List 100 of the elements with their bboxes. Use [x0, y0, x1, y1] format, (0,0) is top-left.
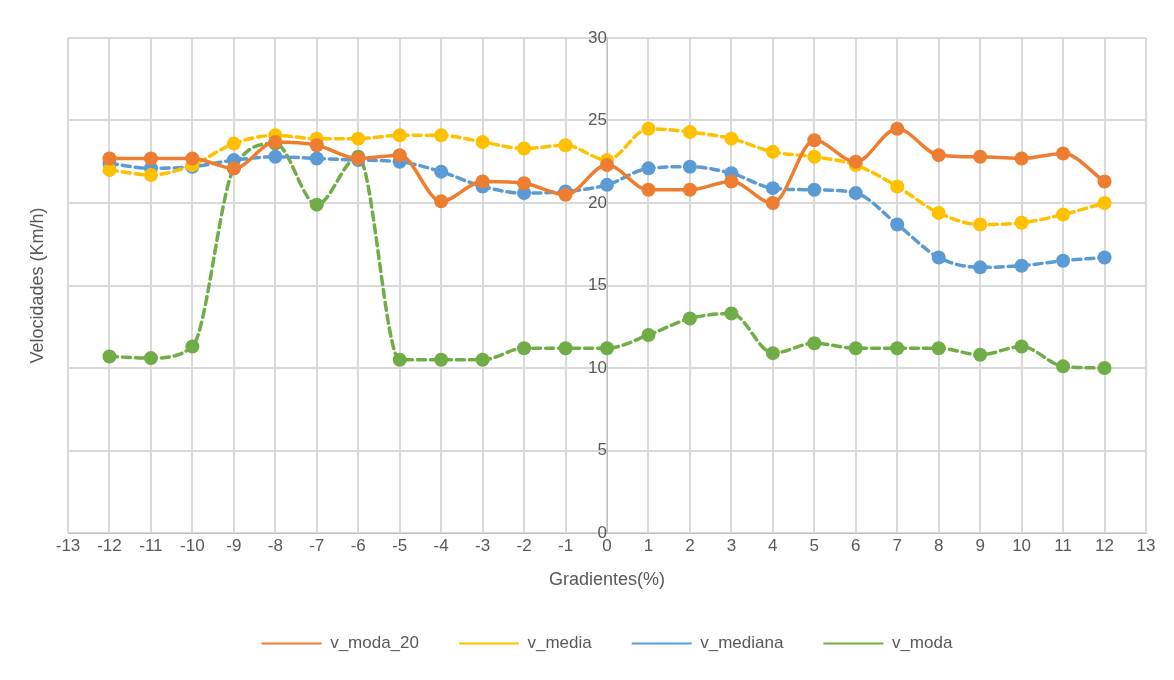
- point: [434, 128, 449, 143]
- point: [641, 182, 656, 197]
- point: [641, 121, 656, 136]
- x-tick-label: 10: [1012, 535, 1032, 555]
- point: [475, 352, 490, 367]
- point: [890, 217, 905, 232]
- x-tick-label: -10: [180, 535, 205, 555]
- point: [1056, 146, 1071, 161]
- point: [724, 306, 739, 321]
- point: [558, 138, 573, 153]
- point: [392, 128, 407, 143]
- point: [1097, 196, 1112, 210]
- x-tick-label: 4: [768, 535, 778, 555]
- x-tick-label: 6: [851, 535, 861, 555]
- y-tick-label: 15: [588, 275, 607, 295]
- point: [641, 161, 656, 176]
- point: [185, 339, 200, 354]
- x-tick-label: -4: [433, 535, 449, 555]
- point: [1056, 359, 1071, 374]
- x-tick-label: 9: [975, 535, 985, 555]
- x-tick-label: -13: [55, 535, 81, 555]
- x-tick-label: -1: [557, 535, 574, 555]
- point: [848, 186, 863, 201]
- point: [682, 311, 697, 326]
- legend-label: v_media: [527, 633, 593, 653]
- point: [1014, 151, 1029, 166]
- x-tick-label: -12: [97, 535, 122, 555]
- point: [1014, 339, 1029, 354]
- point: [102, 349, 117, 364]
- point: [641, 328, 656, 342]
- point: [931, 205, 946, 220]
- point: [848, 154, 863, 169]
- legend-label: v_moda: [891, 633, 953, 653]
- point: [185, 151, 200, 166]
- point: [309, 138, 324, 153]
- point: [973, 217, 988, 232]
- point: [143, 167, 158, 182]
- x-tick-label: -7: [309, 535, 325, 555]
- point: [931, 148, 946, 163]
- point: [1014, 258, 1029, 273]
- x-tick-label: 3: [726, 535, 737, 555]
- point: [1014, 215, 1029, 230]
- point: [392, 352, 407, 367]
- point: [890, 341, 905, 356]
- point: [724, 131, 739, 146]
- x-tick-label: -8: [267, 535, 283, 555]
- x-tick-label: 13: [1136, 535, 1156, 555]
- point: [931, 250, 946, 265]
- x-tick-label: 12: [1095, 535, 1114, 555]
- x-tick-label: 2: [685, 535, 695, 555]
- x-tick-label: 8: [933, 535, 944, 555]
- point: [973, 149, 988, 164]
- x-tick-label: -2: [516, 535, 532, 555]
- y-tick-label: 30: [588, 27, 607, 47]
- point: [973, 260, 988, 275]
- x-tick-label: -9: [226, 535, 242, 555]
- point: [1056, 207, 1071, 222]
- point: [517, 176, 532, 191]
- x-tick-label: 11: [1054, 535, 1072, 555]
- x-tick-label: 7: [892, 535, 902, 555]
- point: [765, 346, 780, 361]
- point: [600, 341, 614, 356]
- x-tick-label: -6: [350, 535, 366, 555]
- point: [143, 151, 158, 166]
- legend-label: v_mediana: [700, 633, 784, 653]
- point: [1097, 250, 1112, 265]
- point: [682, 182, 697, 197]
- point: [143, 351, 158, 366]
- point: [558, 341, 573, 356]
- y-tick-label: 25: [588, 110, 607, 130]
- point: [1097, 361, 1112, 375]
- y-axis-title: Velocidades (Km/h): [26, 207, 47, 364]
- point: [392, 148, 407, 163]
- point: [434, 194, 449, 209]
- point: [848, 341, 863, 356]
- point: [724, 174, 739, 189]
- x-tick-label: 1: [643, 535, 654, 555]
- point: [765, 181, 780, 196]
- y-tick-label: 5: [597, 440, 607, 460]
- point: [765, 196, 780, 210]
- point: [807, 133, 822, 148]
- point: [890, 179, 905, 194]
- point: [517, 141, 532, 156]
- point: [807, 182, 822, 197]
- y-tick-label: 10: [588, 357, 607, 377]
- point: [309, 197, 324, 212]
- point: [682, 125, 697, 140]
- point: [475, 134, 490, 149]
- point: [807, 149, 822, 164]
- point: [475, 174, 490, 189]
- point: [309, 151, 324, 166]
- point: [807, 336, 822, 351]
- x-axis-title: Gradientes(%): [548, 569, 666, 590]
- legend-label: v_moda_20: [330, 633, 419, 653]
- x-tick-label: -11: [139, 535, 163, 555]
- point: [434, 352, 449, 367]
- point: [931, 341, 946, 356]
- point: [600, 177, 614, 192]
- point: [434, 164, 449, 179]
- point: [351, 131, 366, 146]
